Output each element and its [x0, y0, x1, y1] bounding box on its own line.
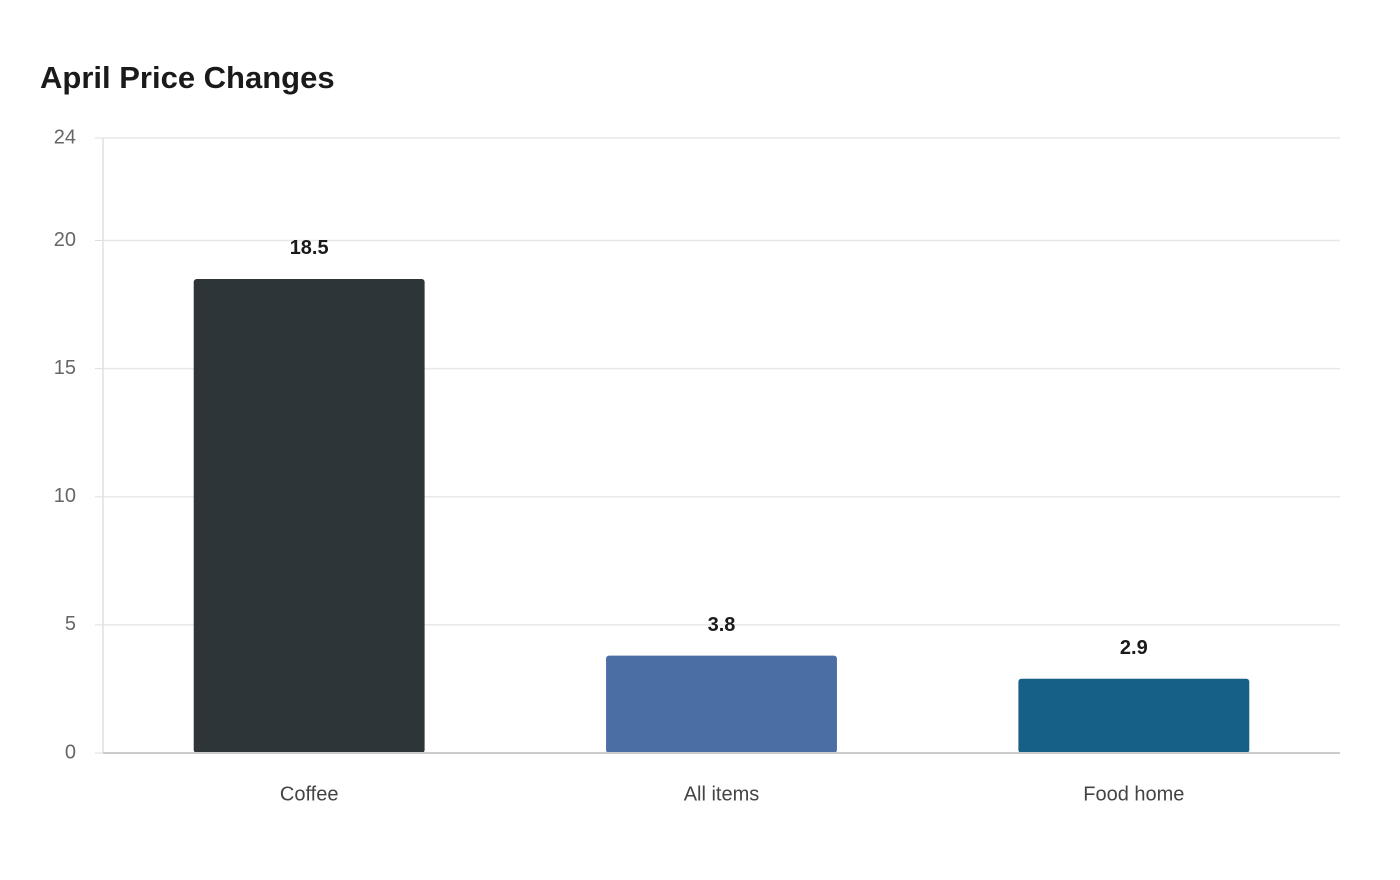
bar [606, 655, 837, 753]
bar [1018, 678, 1250, 753]
y-tick-label: 24 [54, 126, 76, 148]
y-tick-label: 0 [65, 741, 76, 763]
y-tick-label: 15 [54, 357, 76, 379]
chart-title: April Price Changes [40, 60, 335, 95]
data-label: 18.5 [290, 237, 329, 259]
x-tick-label: All items [684, 783, 760, 805]
x-tick-label: Food home [1083, 783, 1184, 805]
data-label: 2.9 [1120, 637, 1148, 659]
bar [193, 278, 425, 753]
y-tick-label: 5 [65, 613, 76, 635]
y-tick-label: 20 [54, 229, 76, 251]
data-label: 3.8 [708, 614, 736, 636]
y-tick-label: 10 [54, 485, 76, 507]
x-tick-label: Coffee [280, 783, 339, 805]
